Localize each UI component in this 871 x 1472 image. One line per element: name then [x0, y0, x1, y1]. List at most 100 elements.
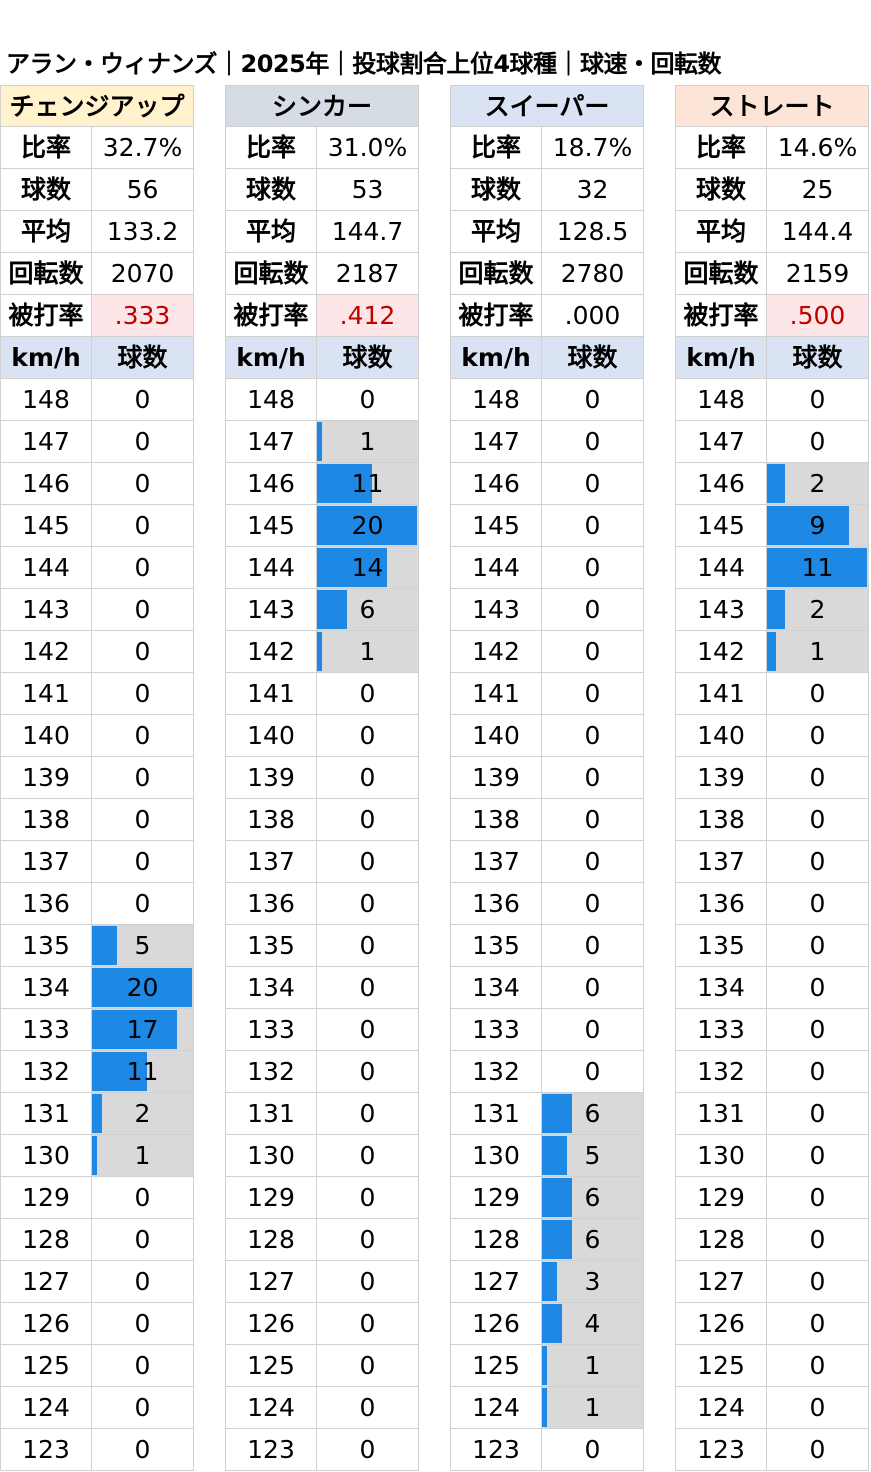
stat-spin-rate-row: 回転数 2187: [225, 253, 419, 295]
speed-tick-label: 145: [450, 505, 542, 547]
pitch-count-cell: 0: [767, 1303, 869, 1345]
speed-tick-label: 126: [675, 1303, 767, 1345]
pitch-count-data-label: 0: [134, 427, 151, 456]
speed-row: 146 11: [225, 463, 419, 505]
pitch-count-cell: 0: [317, 1219, 419, 1261]
pitch-count-cell: 0: [317, 841, 419, 883]
stat-count-label: 球数: [225, 169, 317, 211]
pitch-count-data-label: 0: [134, 385, 151, 414]
speed-tick-label: 136: [675, 883, 767, 925]
pitch-count-data-label: 0: [359, 1309, 376, 1338]
pitch-count-cell: 0: [317, 1345, 419, 1387]
speed-row: 127 0: [225, 1261, 419, 1303]
pitch-count-data-label: 0: [134, 595, 151, 624]
pitch-panel: スイーパー 比率 18.7% 球数 32 平均 128.5 回転数 2780 被打率 .000 km/…: [450, 85, 644, 1471]
speed-row: 128 6: [450, 1219, 644, 1261]
pitch-count-data-label: 11: [126, 1057, 159, 1086]
speed-row: 127 0: [675, 1261, 869, 1303]
speed-tick-label: 145: [675, 505, 767, 547]
pitch-count-data-label: 0: [809, 973, 826, 1002]
pitch-count-cell: 1: [767, 631, 869, 673]
speed-row: 144 14: [225, 547, 419, 589]
pitch-count-data-label: 0: [809, 1393, 826, 1422]
speed-tick-label: 135: [450, 925, 542, 967]
speed-column-header: km/h: [0, 337, 92, 379]
speed-row: 124 0: [675, 1387, 869, 1429]
pitch-count-data-label: 0: [359, 1267, 376, 1296]
speed-row: 143 0: [450, 589, 644, 631]
speed-tick-label: 130: [450, 1135, 542, 1177]
pitch-count-column-header: 球数: [767, 337, 869, 379]
speed-tick-label: 130: [0, 1135, 92, 1177]
pitch-count-data-label: 17: [126, 1015, 159, 1044]
pitch-count-cell: 0: [542, 757, 644, 799]
pitch-count-cell: 20: [317, 505, 419, 547]
stat-batting-average-against-label: 被打率: [0, 295, 92, 337]
speed-tick-label: 129: [0, 1177, 92, 1219]
speed-row: 147 0: [450, 421, 644, 463]
speed-row: 126 0: [0, 1303, 194, 1345]
pitch-count-data-label: 0: [359, 1141, 376, 1170]
pitch-count-bar: [92, 1136, 97, 1175]
pitch-count-cell: 0: [317, 1303, 419, 1345]
pitch-count-data-label: 0: [359, 1351, 376, 1380]
speed-tick-label: 135: [0, 925, 92, 967]
pitch-count-data-label: 0: [134, 1183, 151, 1212]
speed-table-header: km/h 球数: [225, 337, 419, 379]
speed-tick-label: 126: [450, 1303, 542, 1345]
pitch-count-cell: 0: [767, 883, 869, 925]
pitch-count-cell: 0: [542, 1009, 644, 1051]
speed-tick-label: 133: [675, 1009, 767, 1051]
pitch-count-cell: 0: [542, 841, 644, 883]
pitch-count-cell: 1: [317, 421, 419, 463]
pitch-count-data-label: 0: [134, 1309, 151, 1338]
speed-row: 145 20: [225, 505, 419, 547]
pitch-count-data-label: 1: [359, 637, 376, 666]
stat-average-speed-label: 平均: [0, 211, 92, 253]
pitch-count-data-label: 4: [584, 1309, 601, 1338]
stat-spin-rate-row: 回転数 2780: [450, 253, 644, 295]
stat-ratio-label: 比率: [675, 127, 767, 169]
speed-tick-label: 146: [450, 463, 542, 505]
stat-count-row: 球数 25: [675, 169, 869, 211]
pitch-count-data-label: 0: [359, 1099, 376, 1128]
pitch-count-data-label: 0: [359, 1057, 376, 1086]
stat-batting-average-against-label: 被打率: [225, 295, 317, 337]
speed-tick-label: 142: [0, 631, 92, 673]
speed-row: 144 11: [675, 547, 869, 589]
speed-tick-label: 128: [450, 1219, 542, 1261]
speed-tick-label: 128: [225, 1219, 317, 1261]
speed-row: 130 5: [450, 1135, 644, 1177]
stat-count-value: 53: [317, 169, 419, 211]
speed-row: 141 0: [450, 673, 644, 715]
pitch-count-data-label: 0: [359, 679, 376, 708]
pitch-count-cell: 11: [317, 463, 419, 505]
pitch-count-bar: [317, 422, 322, 461]
stat-count-value: 25: [767, 169, 869, 211]
pitch-count-bar: [317, 548, 387, 587]
speed-row: 125 1: [450, 1345, 644, 1387]
pitch-count-data-label: 0: [359, 1225, 376, 1254]
pitch-count-cell: 0: [317, 799, 419, 841]
speed-row: 142 1: [225, 631, 419, 673]
speed-row: 123 0: [450, 1429, 644, 1471]
pitch-panel: ストレート 比率 14.6% 球数 25 平均 144.4 回転数 2159 被打率 .500 km/…: [675, 85, 869, 1471]
pitch-count-data-label: 1: [584, 1393, 601, 1422]
stat-spin-rate-value: 2187: [317, 253, 419, 295]
stat-batting-average-against-row: 被打率 .333: [0, 295, 194, 337]
speed-row: 134 0: [450, 967, 644, 1009]
speed-row: 143 2: [675, 589, 869, 631]
speed-tick-label: 138: [675, 799, 767, 841]
pitch-count-cell: 0: [767, 1135, 869, 1177]
pitch-count-data-label: 0: [809, 1351, 826, 1380]
pitch-count-cell: 6: [317, 589, 419, 631]
pitch-count-cell: 1: [317, 631, 419, 673]
speed-tick-label: 130: [225, 1135, 317, 1177]
pitch-count-cell: 0: [767, 1219, 869, 1261]
speed-tick-label: 142: [450, 631, 542, 673]
stat-average-speed-row: 平均 133.2: [0, 211, 194, 253]
pitch-count-data-label: 0: [809, 1309, 826, 1338]
stat-spin-rate-label: 回転数: [225, 253, 317, 295]
pitch-count-cell: 0: [542, 967, 644, 1009]
stat-average-speed-label: 平均: [225, 211, 317, 253]
